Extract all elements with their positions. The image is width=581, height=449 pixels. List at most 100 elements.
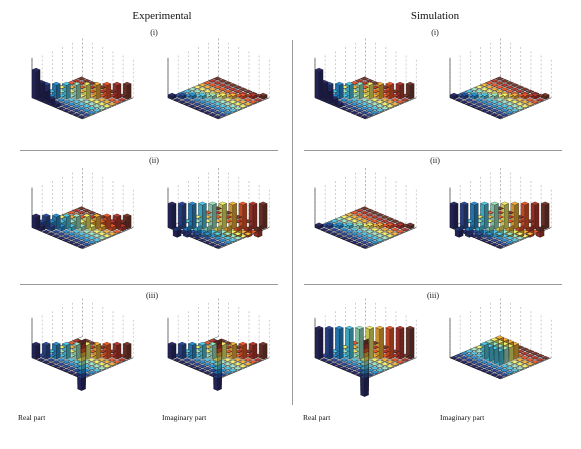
bar: [485, 106, 494, 111]
bar: [339, 215, 349, 219]
bar: [370, 98, 380, 102]
bar: [520, 355, 530, 360]
bar: [355, 242, 364, 247]
bar: [385, 364, 395, 369]
bar: [360, 106, 369, 111]
bar: [72, 229, 81, 234]
bar: [87, 362, 97, 366]
bar: [355, 368, 364, 373]
bar: [525, 102, 535, 106]
bar: [67, 232, 76, 236]
bar: [360, 206, 369, 211]
bar: [375, 360, 385, 364]
bar: [350, 219, 359, 223]
bar: [97, 366, 107, 371]
bar: [449, 92, 459, 100]
bar: [213, 85, 222, 89]
bar: [370, 236, 380, 240]
bar: [228, 100, 238, 104]
bar: [515, 236, 525, 240]
bar: [495, 240, 504, 245]
bar: [213, 240, 222, 245]
bar: [67, 370, 76, 375]
bar: [370, 110, 380, 115]
bar: [213, 236, 222, 240]
bar: [505, 236, 515, 240]
row-label-i-left: (i): [150, 28, 158, 37]
bar: [520, 201, 530, 230]
bar: [102, 234, 112, 238]
footer-real-right: Real part: [303, 413, 331, 422]
bar: [238, 104, 248, 109]
bar: [223, 366, 233, 371]
bar: [474, 349, 484, 354]
bar: [182, 98, 192, 102]
column-separator: [292, 40, 293, 405]
bar: [385, 100, 395, 104]
bar: [535, 98, 545, 102]
bar: [375, 217, 385, 221]
bar: [485, 110, 494, 115]
bar: [380, 102, 390, 106]
row-separator-left-1: [20, 150, 278, 151]
bar: [87, 366, 97, 371]
plot-experimental-ii-imag: [167, 166, 270, 250]
bar: [243, 89, 253, 94]
bar: [213, 376, 222, 391]
bar: [177, 341, 187, 360]
bar: [360, 76, 369, 81]
bar: [360, 244, 369, 249]
bar: [203, 102, 212, 106]
bar: [390, 232, 400, 236]
bar: [117, 358, 127, 362]
bar: [500, 87, 510, 92]
bar: [192, 102, 202, 106]
bar: [329, 232, 339, 236]
bar: [464, 232, 474, 236]
bar: [238, 364, 248, 369]
bar: [228, 104, 238, 109]
bar: [469, 351, 479, 356]
bar: [490, 108, 499, 113]
bar: [355, 100, 364, 104]
bar: [203, 232, 212, 236]
bar: [107, 358, 117, 362]
bar: [495, 375, 504, 379]
bar: [97, 236, 107, 240]
plot-experimental-i-real: [31, 36, 134, 120]
bar: [203, 81, 212, 85]
bar: [92, 238, 102, 243]
bar: [192, 366, 202, 371]
bar: [102, 364, 112, 369]
bar: [77, 106, 86, 111]
bar: [329, 358, 339, 362]
bar: [208, 87, 217, 92]
bar: [187, 87, 197, 92]
bar: [77, 232, 86, 236]
bar: [480, 360, 489, 364]
bar: [122, 81, 132, 100]
bar: [350, 215, 359, 219]
bar: [243, 232, 253, 236]
bar: [228, 201, 238, 230]
bar: [525, 353, 535, 358]
plot-experimental-iii-real: [31, 296, 134, 391]
bar: [360, 232, 369, 236]
bar: [233, 106, 243, 111]
bar: [203, 98, 212, 102]
bar: [187, 201, 197, 230]
bar: [208, 104, 217, 109]
bar: [370, 215, 380, 219]
bar: [495, 244, 504, 249]
bar: [495, 366, 504, 371]
bar: [223, 370, 233, 375]
bar: [192, 85, 202, 89]
bar: [329, 362, 339, 366]
bar: [203, 370, 212, 375]
bar: [490, 100, 499, 104]
bar: [314, 222, 324, 230]
bar: [350, 110, 359, 115]
bar: [72, 208, 81, 213]
bar: [56, 358, 66, 362]
bar: [107, 102, 117, 106]
